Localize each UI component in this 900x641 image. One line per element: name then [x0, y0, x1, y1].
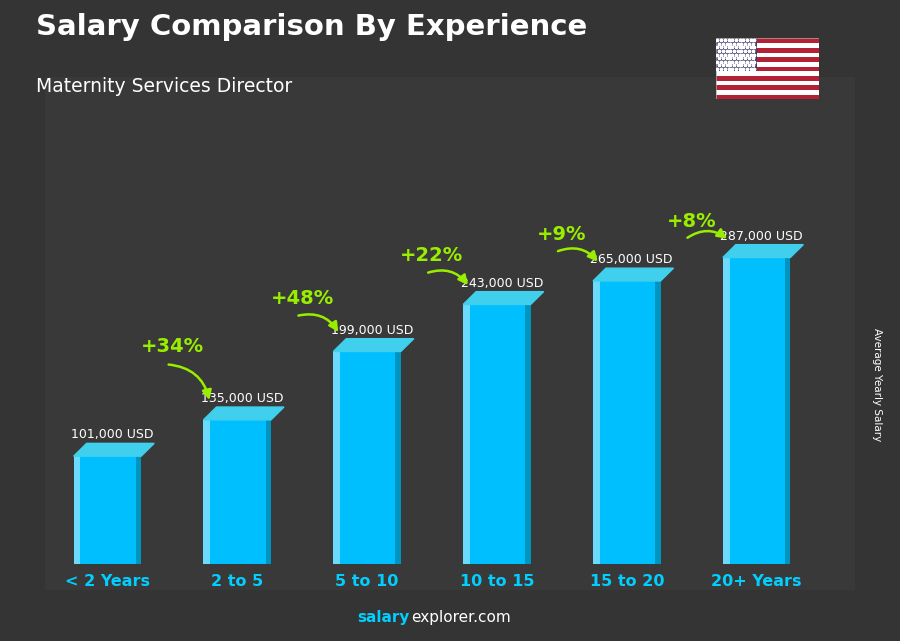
Bar — [716, 53, 819, 57]
Text: 287,000 USD: 287,000 USD — [720, 229, 803, 242]
Bar — [333, 351, 400, 564]
Text: salary: salary — [357, 610, 410, 625]
Bar — [716, 90, 819, 95]
Bar — [716, 67, 819, 71]
Text: +22%: +22% — [400, 246, 464, 265]
Bar — [716, 95, 819, 99]
Bar — [723, 258, 790, 564]
Bar — [203, 420, 271, 564]
Text: +8%: +8% — [667, 212, 716, 231]
Polygon shape — [723, 245, 804, 258]
Bar — [526, 304, 531, 564]
Bar — [716, 62, 819, 67]
Text: +48%: +48% — [271, 288, 334, 308]
Bar — [395, 351, 400, 564]
Text: 135,000 USD: 135,000 USD — [201, 392, 284, 405]
Bar — [716, 43, 819, 48]
Bar — [716, 38, 819, 43]
Bar — [74, 456, 141, 564]
Bar — [716, 76, 819, 81]
Bar — [716, 71, 819, 76]
Bar — [716, 48, 819, 53]
Bar — [785, 258, 790, 564]
Bar — [464, 304, 470, 564]
Text: 243,000 USD: 243,000 USD — [461, 276, 543, 290]
Polygon shape — [203, 407, 284, 420]
Bar — [593, 281, 661, 564]
Bar — [723, 258, 730, 564]
Bar — [655, 281, 661, 564]
Bar — [203, 420, 211, 564]
Bar — [716, 85, 819, 90]
Text: +34%: +34% — [140, 337, 204, 356]
Text: explorer.com: explorer.com — [411, 610, 511, 625]
Bar — [716, 81, 819, 85]
Bar — [333, 351, 340, 564]
Text: Salary Comparison By Experience: Salary Comparison By Experience — [36, 13, 587, 41]
Text: 265,000 USD: 265,000 USD — [590, 253, 673, 266]
Text: 101,000 USD: 101,000 USD — [71, 428, 154, 441]
Polygon shape — [74, 444, 154, 456]
Bar — [593, 281, 599, 564]
Polygon shape — [333, 338, 414, 351]
Bar — [716, 57, 819, 62]
Text: Average Yearly Salary: Average Yearly Salary — [872, 328, 883, 441]
Text: 199,000 USD: 199,000 USD — [330, 324, 413, 337]
Text: +9%: +9% — [537, 224, 587, 244]
Bar — [45, 77, 855, 590]
Bar — [716, 38, 757, 71]
Bar — [136, 456, 141, 564]
Polygon shape — [464, 292, 544, 304]
Polygon shape — [593, 268, 673, 281]
Bar — [464, 304, 531, 564]
Text: Maternity Services Director: Maternity Services Director — [36, 77, 292, 96]
Bar — [74, 456, 80, 564]
Bar — [266, 420, 271, 564]
